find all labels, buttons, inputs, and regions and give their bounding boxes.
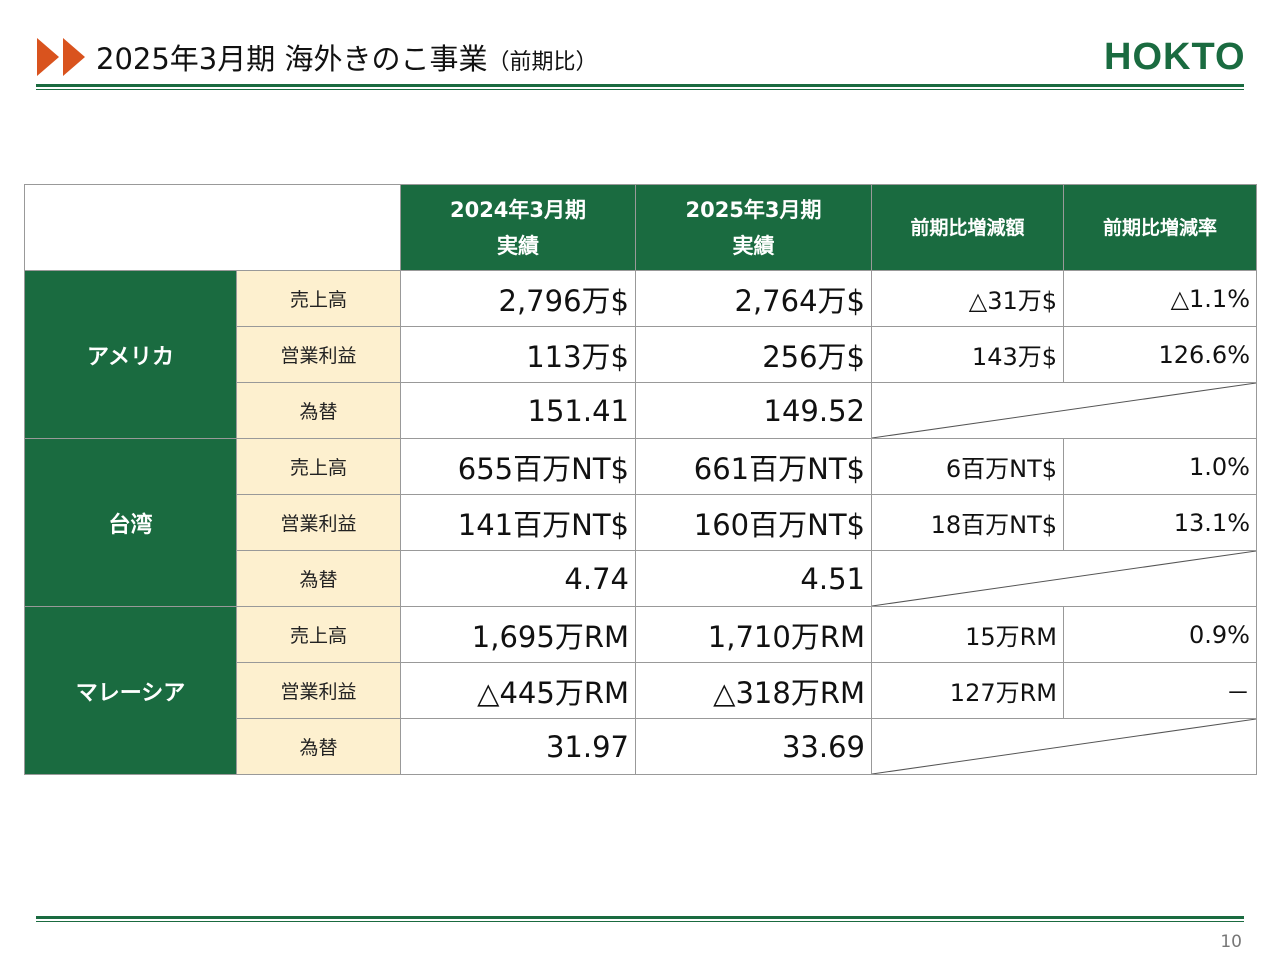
row-label: 為替 bbox=[236, 718, 401, 775]
row-label: 売上高 bbox=[236, 438, 401, 495]
diagonal-line bbox=[872, 719, 1256, 774]
cell: 13.1% bbox=[1063, 494, 1257, 551]
diagonal-line bbox=[872, 551, 1256, 606]
cell: 127万RM bbox=[871, 662, 1064, 719]
cell: 655百万NT$ bbox=[400, 438, 636, 495]
arrow-icon bbox=[37, 38, 59, 76]
column-header: 前期比増減額 bbox=[871, 184, 1064, 271]
cell: 15万RM bbox=[871, 606, 1064, 663]
cell: 0.9% bbox=[1063, 606, 1257, 663]
empty-cell bbox=[871, 718, 1257, 775]
cell: 1,695万RM bbox=[400, 606, 636, 663]
cell: 149.52 bbox=[635, 382, 872, 439]
row-label: 為替 bbox=[236, 382, 401, 439]
cell: 256万$ bbox=[635, 326, 872, 383]
cell: 2,796万$ bbox=[400, 270, 636, 327]
row-label: 営業利益 bbox=[236, 494, 401, 551]
arrow-icon bbox=[63, 38, 85, 76]
cell: 6百万NT$ bbox=[871, 438, 1064, 495]
cell: 18百万NT$ bbox=[871, 494, 1064, 551]
header-rule bbox=[36, 89, 1244, 90]
table-row: 為替 31.97 33.69 bbox=[25, 718, 1257, 775]
cell: 661百万NT$ bbox=[635, 438, 872, 495]
table-row: 為替 4.74 4.51 bbox=[25, 550, 1257, 607]
row-label: 営業利益 bbox=[236, 662, 401, 719]
cell: 4.74 bbox=[400, 550, 636, 607]
footer-rule bbox=[36, 921, 1244, 922]
cell: 151.41 bbox=[400, 382, 636, 439]
cell: 31.97 bbox=[400, 718, 636, 775]
cell: 143万$ bbox=[871, 326, 1064, 383]
table: 2024年3月期 実績 2025年3月期 実績 前期比増減額 前期比増減率 アメリカ売… bbox=[24, 184, 1257, 775]
column-header: 前期比増減率 bbox=[1063, 184, 1257, 271]
row-label: 売上高 bbox=[236, 606, 401, 663]
logo: HOKTO bbox=[1104, 36, 1246, 78]
cell: △318万RM bbox=[635, 662, 872, 719]
title: 2025年3月期 海外きのこ事業（前期比） bbox=[96, 36, 598, 78]
empty-cell bbox=[871, 550, 1257, 607]
cell: △445万RM bbox=[400, 662, 636, 719]
cell: － bbox=[1063, 662, 1257, 719]
table-row: 営業利益 △445万RM △318万RM 127万RM － bbox=[25, 662, 1257, 719]
cell: 33.69 bbox=[635, 718, 872, 775]
table-row: 台湾 売上高 655百万NT$ 661百万NT$ 6百万NT$ 1.0% bbox=[24, 438, 1257, 607]
cell: 1,710万RM bbox=[635, 606, 872, 663]
subtitle: （前期比） bbox=[487, 50, 598, 75]
table-row: 為替 151.41 149.52 bbox=[25, 382, 1257, 439]
cell: 1.0% bbox=[1063, 438, 1257, 495]
cell: 2,764万$ bbox=[635, 270, 872, 327]
diagonal bbox=[872, 719, 1256, 774]
table-row: アメリカ 売上高 2,796万$ 2,764万$ △31万$ △1.1% bbox=[24, 270, 1257, 439]
empty-cell bbox=[871, 382, 1257, 439]
cell: 126.6% bbox=[1063, 326, 1257, 383]
cell: 141百万NT$ bbox=[400, 494, 636, 551]
table-row: マレーシア 売上高 1,695万RM 1,710万RM 15万RM 0.9% bbox=[24, 606, 1257, 775]
cell: 160百万NT$ bbox=[635, 494, 872, 551]
cell: 113万$ bbox=[400, 326, 636, 383]
cell: 4.51 bbox=[635, 550, 872, 607]
page-number: 10 bbox=[1220, 932, 1242, 952]
column-header: 2024年3月期 実績 bbox=[400, 184, 636, 271]
cell: △31万$ bbox=[871, 270, 1064, 327]
group-label: マレーシア bbox=[24, 606, 237, 775]
group-label: 台湾 bbox=[24, 438, 237, 607]
title-text: 2025年3月期 海外きのこ事業 bbox=[96, 42, 488, 76]
column-header: 2025年3月期 実績 bbox=[635, 184, 872, 271]
blank-header bbox=[24, 184, 401, 271]
cell: △1.1% bbox=[1063, 270, 1257, 327]
diagonal bbox=[872, 551, 1256, 606]
group-label: アメリカ bbox=[24, 270, 237, 439]
row-label: 売上高 bbox=[236, 270, 401, 327]
diagonal bbox=[872, 383, 1256, 438]
row-label: 営業利益 bbox=[236, 326, 401, 383]
footer-rule bbox=[36, 916, 1244, 919]
diagonal-line bbox=[872, 383, 1256, 438]
row-label: 為替 bbox=[236, 550, 401, 607]
header-rule bbox=[36, 84, 1244, 87]
table-row: 営業利益 113万$ 256万$ 143万$ 126.6% bbox=[25, 326, 1257, 383]
